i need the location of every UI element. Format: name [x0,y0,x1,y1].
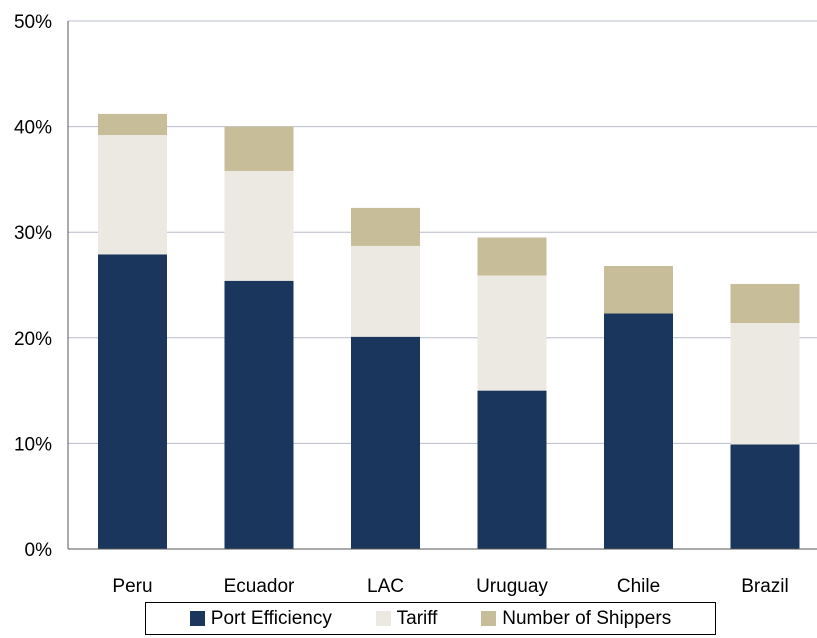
bar-ecuador-port-efficiency [224,280,294,549]
x-tick-label-ecuador: Ecuador [224,576,295,597]
legend-swatch-port-efficiency [189,611,205,626]
axes [67,21,817,550]
bar-ecuador-number-of-shippers [224,126,294,171]
bar-brazil-port-efficiency [730,444,800,549]
legend-item-number-of-shippers: Number of Shippers [481,608,671,630]
legend-item-tariff: Tariff [375,607,438,630]
bar-peru-number-of-shippers [98,113,167,136]
bar-uruguay-port-efficiency [477,390,547,549]
y-tick-label-30: 30% [14,223,52,244]
legend-swatch-number-of-shippers [481,611,497,626]
bar-uruguay-number-of-shippers [477,237,547,276]
legend-label-port-efficiency: Port Efficiency [210,607,332,629]
x-tick-label-uruguay: Uruguay [476,576,548,597]
x-tick-label-lac: LAC [367,576,404,597]
bar-chile-number-of-shippers [604,265,673,314]
x-tick-label-peru: Peru [112,576,152,597]
x-tick-label-brazil: Brazil [741,576,789,597]
bar-uruguay-tariff [477,275,547,391]
x-tick-label-chile: Chile [617,576,660,597]
y-tick-label-20: 20% [14,329,52,350]
y-tick-label-50: 50% [14,12,52,33]
bar-brazil-tariff [730,323,800,445]
y-tick-label-40: 40% [14,118,52,139]
legend-item-port-efficiency: Port Efficiency [189,607,332,630]
y-tick-label-10: 10% [14,434,52,455]
legend-label-tariff: Tariff [396,607,438,629]
legend-label-number-of-shippers: Number of Shippers [502,607,672,629]
bar-brazil-number-of-shippers [730,283,800,324]
legend: Port Efficiency Tariff Number of Shipper… [145,602,716,635]
bar-lac-number-of-shippers [351,207,420,246]
bar-chile-port-efficiency [604,313,673,549]
y-tick-label-0: 0% [25,540,53,561]
bar-lac-tariff [351,245,420,337]
bar-peru-tariff [98,135,167,255]
y-tick-labels: 0% 10% 20% 30% 40% 50% [14,12,52,561]
bars [98,113,800,549]
x-tick-labels: Peru Ecuador LAC Uruguay Chile Brazil [112,576,788,597]
bar-ecuador-tariff [224,170,294,281]
bar-lac-port-efficiency [351,336,420,549]
gridlines [68,20,817,444]
legend-swatch-tariff [375,611,391,626]
bar-peru-port-efficiency [98,254,167,549]
